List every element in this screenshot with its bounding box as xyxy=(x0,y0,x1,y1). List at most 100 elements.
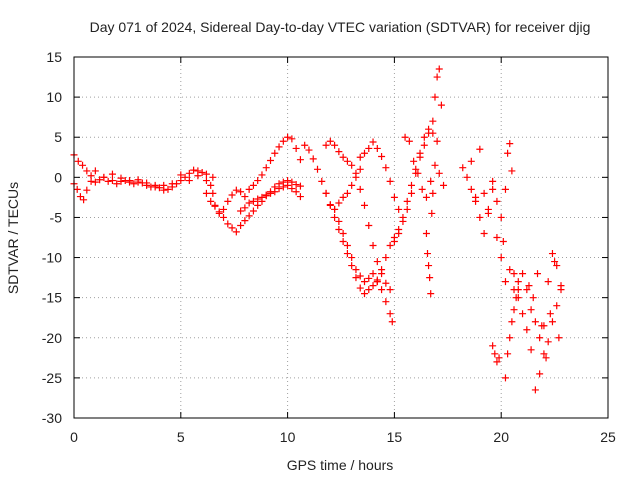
data-point xyxy=(378,286,386,294)
data-point xyxy=(326,137,334,145)
data-point xyxy=(527,346,535,354)
data-point xyxy=(499,238,507,246)
data-point xyxy=(177,171,185,179)
data-point xyxy=(249,181,257,189)
data-point xyxy=(476,145,484,153)
data-point xyxy=(309,155,317,163)
data-point xyxy=(134,176,142,184)
data-point xyxy=(245,199,253,207)
data-point xyxy=(126,177,134,185)
data-point xyxy=(467,157,475,165)
data-point xyxy=(378,152,386,160)
data-point xyxy=(228,191,236,199)
data-point xyxy=(352,274,360,282)
data-point xyxy=(117,174,125,182)
data-point xyxy=(160,181,168,189)
data-point xyxy=(493,358,501,366)
data-point xyxy=(76,193,84,201)
data-point xyxy=(508,318,516,326)
chart-title: Day 071 of 2024, Sidereal Day-to-day VTE… xyxy=(90,19,591,35)
data-point xyxy=(429,189,437,197)
data-point xyxy=(237,188,245,196)
data-point xyxy=(510,270,518,278)
data-point xyxy=(271,188,279,196)
data-point xyxy=(296,193,304,201)
data-point xyxy=(531,386,539,394)
data-point xyxy=(202,177,210,185)
data-point xyxy=(275,185,283,193)
data-point xyxy=(373,278,381,286)
data-point xyxy=(245,185,253,193)
data-point xyxy=(407,189,415,197)
data-point xyxy=(100,173,108,181)
data-point xyxy=(288,135,296,143)
data-point xyxy=(185,177,193,185)
data-point xyxy=(73,185,81,193)
y-axis-ticks: 15 10 5 0 -5 -10 -15 -20 -25 -30 xyxy=(42,49,608,426)
data-point xyxy=(237,221,245,229)
data-point xyxy=(360,149,368,157)
data-point xyxy=(553,302,561,310)
data-point xyxy=(202,189,210,197)
data-point xyxy=(267,156,275,164)
x-axis-label: GPS time / hours xyxy=(287,457,394,473)
x-tick-label: 15 xyxy=(387,429,403,445)
data-point xyxy=(527,306,535,314)
data-point xyxy=(339,193,347,201)
data-point xyxy=(104,177,112,185)
data-point xyxy=(143,179,151,187)
data-point xyxy=(504,149,512,157)
data-point xyxy=(542,354,550,362)
data-point xyxy=(422,193,430,201)
data-point xyxy=(279,137,287,145)
data-point xyxy=(331,205,339,213)
data-point xyxy=(198,169,206,177)
data-point xyxy=(292,181,300,189)
data-point xyxy=(343,250,351,258)
data-point xyxy=(523,326,531,334)
data-point xyxy=(356,284,364,292)
data-point xyxy=(335,199,343,207)
data-point xyxy=(335,148,343,156)
data-point xyxy=(275,143,283,151)
data-point xyxy=(425,129,433,137)
data-point xyxy=(420,141,428,149)
x-tick-label: 25 xyxy=(600,429,616,445)
data-point xyxy=(431,93,439,101)
data-point xyxy=(534,270,542,278)
data-point xyxy=(151,183,159,191)
data-point xyxy=(435,65,443,73)
data-point xyxy=(91,167,99,175)
data-point xyxy=(352,173,360,181)
x-tick-label: 0 xyxy=(70,429,78,445)
data-point xyxy=(108,170,116,178)
data-point xyxy=(365,221,373,229)
data-point xyxy=(168,180,176,188)
data-point xyxy=(501,278,509,286)
data-point xyxy=(209,173,217,181)
data-point xyxy=(331,141,339,149)
data-point xyxy=(318,177,326,185)
data-point xyxy=(551,258,559,266)
data-point xyxy=(388,318,396,326)
data-point xyxy=(538,322,546,330)
data-point xyxy=(348,254,356,262)
data-point xyxy=(83,167,91,175)
data-point xyxy=(91,178,99,186)
y-tick-label: 15 xyxy=(46,49,62,65)
data-point xyxy=(523,286,531,294)
data-point xyxy=(382,254,390,262)
data-point xyxy=(352,266,360,274)
data-point xyxy=(463,173,471,181)
data-point xyxy=(399,217,407,225)
data-point xyxy=(418,185,426,193)
data-point xyxy=(491,350,499,358)
y-tick-label: -20 xyxy=(42,330,62,346)
data-point xyxy=(401,133,409,141)
data-point xyxy=(433,73,441,81)
data-point xyxy=(113,180,121,188)
data-point xyxy=(472,193,480,201)
data-point xyxy=(335,225,343,233)
data-point xyxy=(301,141,309,149)
data-point xyxy=(546,310,554,318)
